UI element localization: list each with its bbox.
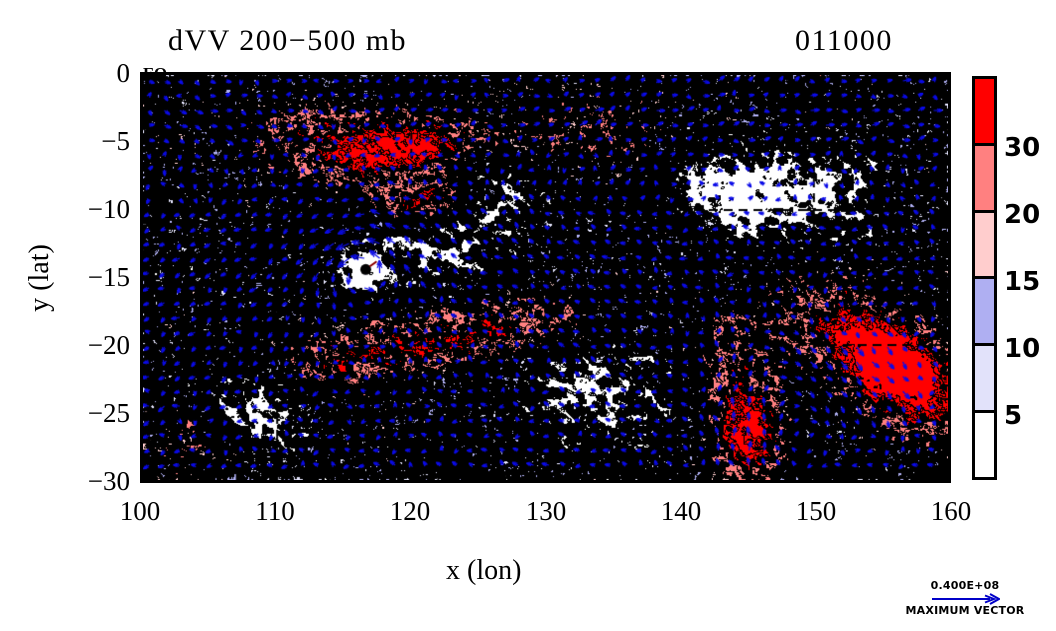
x-tick-130: 130 — [525, 496, 567, 526]
y-tick-m20: −20 — [87, 330, 130, 360]
y-tick-m15: −15 — [87, 262, 130, 292]
colorbar-tick-5: 5 — [1004, 401, 1023, 431]
colorbar-band-15-20 — [975, 212, 994, 280]
colorbar-tick-10: 10 — [1004, 334, 1041, 364]
x-axis-label: x (lon) — [446, 555, 522, 586]
x-tick-100: 100 — [119, 496, 161, 526]
y-tick-0: 0 — [116, 58, 131, 88]
colorbar[interactable] — [972, 76, 997, 480]
colorbar-band-5-10 — [975, 346, 994, 414]
equator-label: EQ — [143, 64, 167, 83]
x-tick-150: 150 — [795, 496, 837, 526]
page-title: dVV 200−500 mb — [168, 24, 408, 57]
y-axis-label: y (lat) — [24, 244, 55, 312]
colorbar-tick-30: 30 — [1004, 133, 1041, 163]
colorbar-tick-20: 20 — [1004, 200, 1041, 230]
colorbar-band-above-30 — [975, 79, 994, 146]
colorbar-band-20-30 — [975, 145, 994, 213]
max-vector-caption: MAXIMUM VECTOR — [905, 604, 1025, 617]
y-tick-m25: −25 — [87, 398, 130, 428]
y-tick-m30: −30 — [87, 466, 130, 496]
max-vector-legend: 0.400E+08 MAXIMUM VECTOR — [885, 580, 1045, 626]
colorbar-tick-15: 15 — [1004, 267, 1041, 297]
colorbar-band-below-5 — [975, 413, 994, 477]
x-tick-160: 160 — [930, 496, 972, 526]
contour-field-canvas — [143, 75, 948, 480]
max-vector-value: 0.400E+08 — [930, 579, 1000, 592]
contour-plot-area[interactable] — [140, 72, 951, 483]
colorbar-band-10-15 — [975, 279, 994, 347]
y-tick-m10: −10 — [87, 194, 130, 224]
timestamp-label: 011000 — [795, 24, 893, 57]
y-axis-ticks: 0 −5 −10 −15 −20 −25 −30 — [18, 0, 130, 631]
x-tick-110: 110 — [255, 496, 295, 526]
x-tick-140: 140 — [660, 496, 702, 526]
x-tick-120: 120 — [389, 496, 431, 526]
reference-vector-arrow-icon — [932, 593, 1000, 605]
y-tick-m5: −5 — [101, 126, 130, 156]
